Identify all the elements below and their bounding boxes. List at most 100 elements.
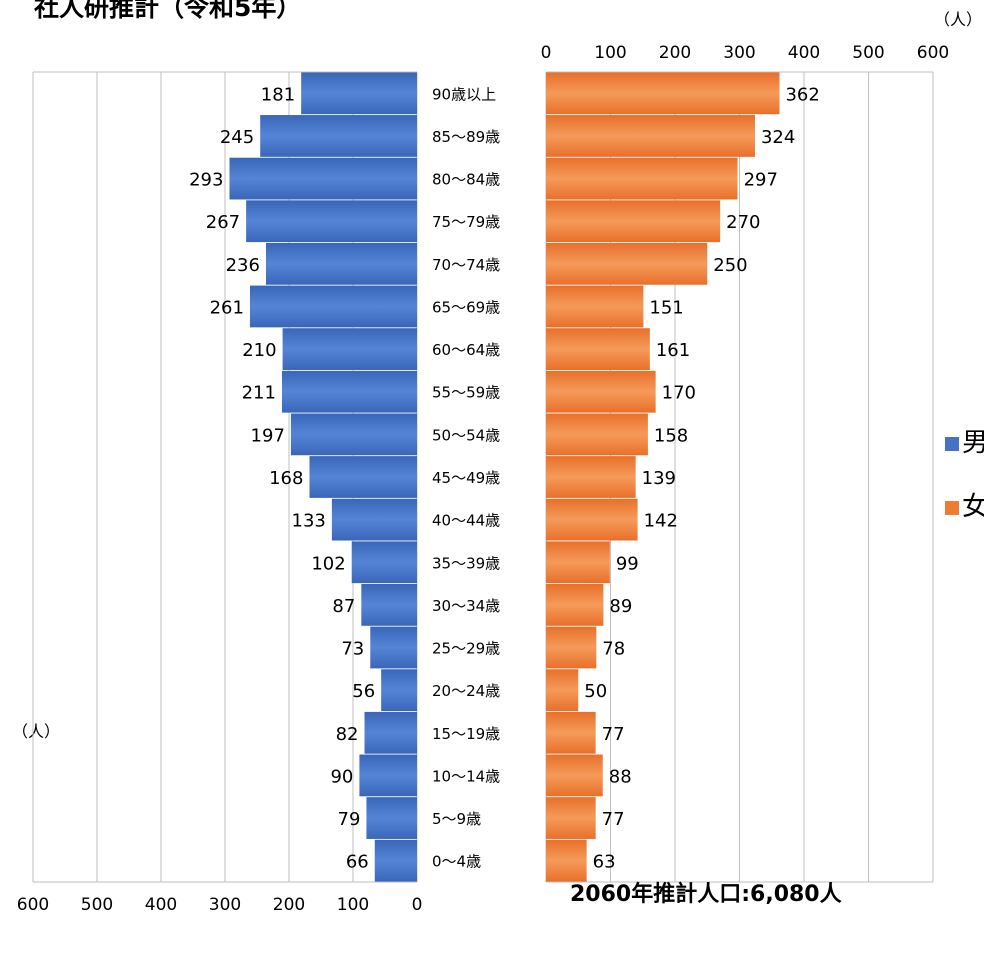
data-label-male-13: 73 [341, 639, 364, 660]
data-label-female-11: 99 [616, 553, 639, 574]
bar-male-18 [374, 839, 417, 882]
legend-swatch-female [945, 500, 959, 515]
data-label-male-2: 293 [189, 170, 223, 191]
bar-female-4 [546, 242, 708, 285]
data-label-female-15: 77 [602, 724, 625, 745]
data-label-male-7: 211 [242, 383, 276, 404]
legend-item-male: 男性 [945, 422, 984, 459]
data-label-female-8: 158 [654, 425, 688, 446]
tick-label-right-600: 600 [917, 43, 949, 63]
bar-female-7 [546, 370, 656, 413]
bar-male-6 [282, 328, 417, 370]
bar-male-2 [229, 157, 417, 200]
category-label-17: 5〜9歳 [432, 810, 481, 828]
category-label-18: 0〜4歳 [432, 853, 481, 871]
bar-female-11 [546, 541, 610, 584]
data-label-male-1: 245 [220, 127, 254, 148]
data-label-female-18: 63 [593, 852, 616, 873]
category-label-1: 85〜89歳 [432, 128, 500, 146]
bar-female-9 [546, 456, 636, 498]
bar-male-1 [260, 115, 417, 157]
data-label-female-5: 151 [649, 297, 683, 318]
tick-label-left-500: 500 [81, 895, 113, 915]
category-label-7: 55〜59歳 [432, 384, 500, 402]
bar-female-3 [546, 200, 721, 243]
data-label-male-5: 261 [210, 297, 244, 318]
data-label-female-10: 142 [644, 511, 678, 532]
category-label-15: 15〜19歳 [432, 725, 500, 743]
category-label-12: 30〜34歳 [432, 597, 500, 615]
bar-male-0 [301, 72, 417, 115]
tick-label-left-0: 0 [412, 895, 423, 915]
data-label-female-4: 250 [713, 255, 747, 276]
data-label-female-1: 324 [761, 127, 795, 148]
category-label-8: 50〜54歳 [432, 426, 500, 444]
bar-female-17 [546, 797, 596, 839]
data-label-male-6: 210 [242, 340, 276, 361]
tick-label-left-300: 300 [209, 895, 241, 915]
tick-label-right-0: 0 [541, 43, 552, 63]
category-label-13: 25〜29歳 [432, 640, 500, 658]
legend-item-female: 女性 [945, 486, 984, 523]
category-label-11: 35〜39歳 [432, 554, 500, 572]
bar-male-3 [246, 200, 417, 243]
unit-label-bottom: （人） [12, 722, 61, 741]
data-label-female-0: 362 [785, 84, 819, 105]
category-label-4: 70〜74歳 [432, 256, 500, 274]
category-label-3: 75〜79歳 [432, 213, 500, 231]
category-label-2: 80〜84歳 [432, 171, 500, 189]
data-label-male-12: 87 [332, 596, 355, 617]
category-label-0: 90歳以上 [432, 85, 496, 103]
bar-male-9 [309, 456, 417, 498]
data-label-male-10: 133 [292, 511, 326, 532]
bar-female-8 [546, 413, 648, 456]
bar-female-0 [546, 72, 780, 115]
legend-label-male: 男性 [962, 428, 984, 458]
tick-label-right-400: 400 [788, 43, 820, 63]
data-label-female-6: 161 [656, 340, 690, 361]
bar-female-15 [546, 711, 596, 754]
bar-male-13 [370, 626, 417, 669]
data-label-male-3: 267 [206, 212, 240, 233]
bar-male-10 [331, 498, 417, 541]
data-label-female-17: 77 [602, 809, 625, 830]
tick-label-left-400: 400 [145, 895, 177, 915]
data-label-male-16: 90 [330, 766, 353, 787]
bar-female-10 [546, 498, 638, 541]
bar-female-18 [546, 839, 587, 882]
bar-male-8 [290, 413, 417, 456]
tick-label-left-100: 100 [337, 895, 369, 915]
tick-label-left-200: 200 [273, 895, 305, 915]
unit-label-top: （人） [934, 10, 983, 29]
data-label-male-18: 66 [346, 852, 369, 873]
bar-male-12 [361, 584, 417, 626]
data-label-male-14: 56 [352, 681, 375, 702]
bar-male-5 [249, 285, 417, 328]
bar-male-15 [364, 711, 417, 754]
data-label-female-13: 78 [602, 639, 625, 660]
chart-title: 社人研推計（令和5年） [34, 0, 302, 22]
data-label-male-9: 168 [269, 468, 303, 489]
category-label-6: 60〜64歳 [432, 341, 500, 359]
data-label-male-15: 82 [336, 724, 359, 745]
data-label-female-12: 89 [609, 596, 632, 617]
bar-male-16 [359, 754, 417, 797]
data-label-female-7: 170 [662, 383, 696, 404]
tick-label-right-100: 100 [594, 43, 626, 63]
data-label-male-17: 79 [338, 809, 361, 830]
data-label-female-16: 88 [609, 766, 632, 787]
bar-female-2 [546, 157, 738, 200]
data-label-female-2: 297 [744, 170, 778, 191]
bar-female-1 [546, 115, 755, 157]
bar-female-14 [546, 669, 579, 712]
bar-female-5 [546, 285, 644, 328]
tick-label-right-300: 300 [723, 43, 755, 63]
tick-label-right-200: 200 [659, 43, 691, 63]
tick-label-left-600: 600 [17, 895, 49, 915]
data-label-female-3: 270 [726, 212, 760, 233]
bar-female-12 [546, 584, 604, 626]
legend-swatch-male [945, 436, 959, 451]
category-label-9: 45〜49歳 [432, 469, 500, 487]
category-label-14: 20〜24歳 [432, 682, 500, 700]
